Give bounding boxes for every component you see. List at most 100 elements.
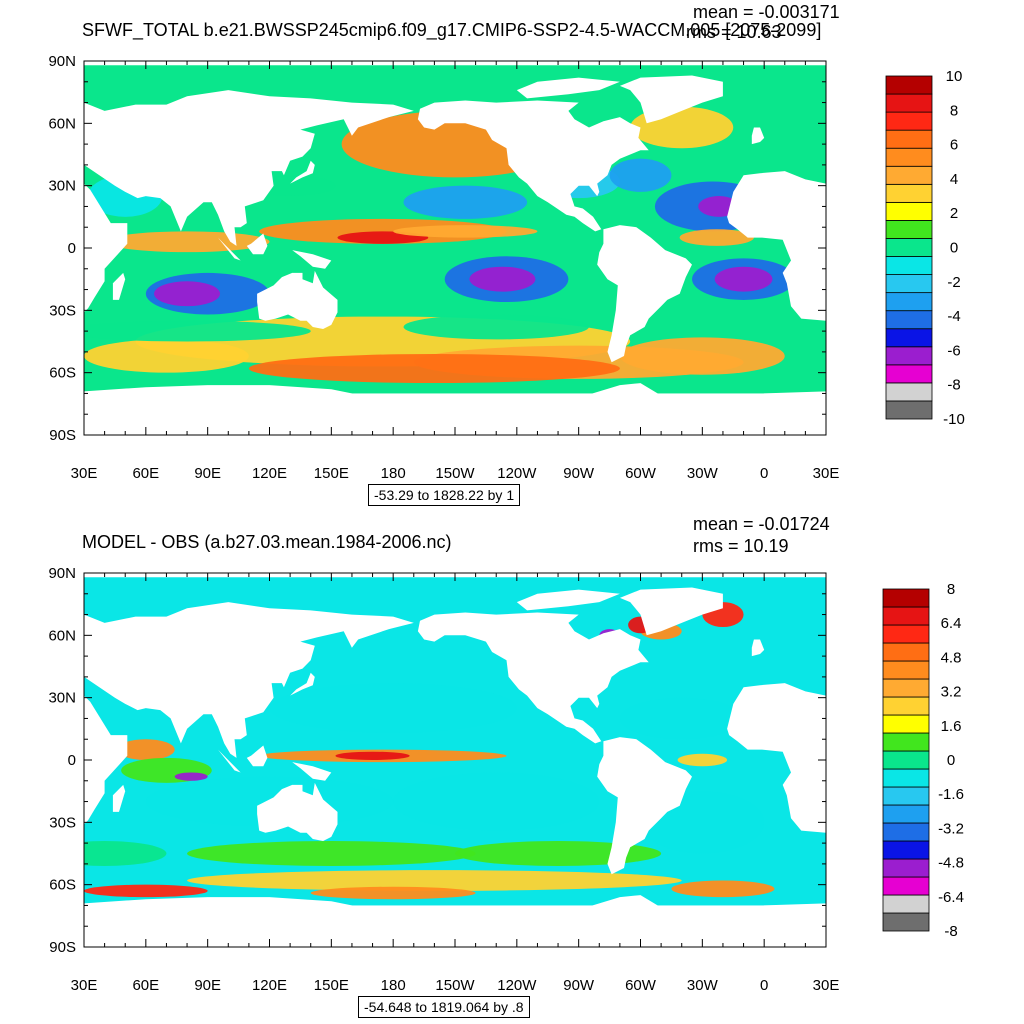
lon-tick-label: 90E [194, 465, 221, 482]
lon-tick-label: 120W [497, 977, 537, 994]
lat-tick-label: 60N [48, 115, 76, 132]
contour-region [187, 841, 476, 866]
colorbar-label: 6 [950, 137, 958, 154]
colorbar-box [885, 256, 933, 275]
lat-tick-label: 90S [49, 939, 76, 956]
lon-tick-label: 30E [813, 465, 840, 482]
colorbar-box [885, 183, 933, 203]
colorbar-box [885, 346, 933, 366]
colorbar-box [882, 786, 930, 806]
colorbar-label: -10 [943, 411, 965, 428]
contour-region [174, 772, 208, 781]
colorbar-label: 4.8 [941, 649, 962, 666]
colorbar-box [885, 364, 933, 384]
colorbar-label: 0 [947, 752, 955, 769]
land-area [516, 589, 620, 611]
colorbar-box [882, 768, 930, 788]
colorbar-box [885, 310, 933, 330]
colorbar-box [882, 624, 930, 644]
land-area [112, 272, 126, 300]
lon-tick-label: 150E [314, 977, 349, 994]
lon-tick-label: 0 [760, 977, 768, 994]
contour-region [84, 339, 249, 373]
contour-region [403, 185, 528, 219]
colorbar-box [882, 696, 930, 716]
lon-tick-label: 30E [71, 465, 98, 482]
contour-map: 90N 60N 30N 0 30S 60S 90S 30E 60E 90E 120E 150E 180 1… [48, 53, 965, 482]
colorbar-box [882, 714, 930, 734]
colorbar-box [885, 75, 933, 95]
lat-tick-label: 30S [49, 814, 76, 831]
colorbar-box [882, 588, 930, 608]
map-panel-model-minus-obs: MODEL - OBS (a.b27.03.mean.1984-2006.nc)… [0, 512, 1024, 1024]
colorbar-box [885, 129, 933, 149]
land-area [84, 90, 414, 246]
colorbar-box [882, 732, 930, 752]
colorbar-label: -2 [947, 274, 960, 291]
lon-tick-label: 30W [687, 977, 719, 994]
lat-tick-label: 30N [48, 178, 76, 195]
land-area [292, 250, 332, 269]
lon-tick-label: 150W [435, 465, 475, 482]
lat-tick-label: 90N [48, 53, 76, 70]
land-area [727, 683, 826, 833]
colorbar-label: 4 [950, 171, 958, 188]
lon-tick-label: 60E [132, 465, 159, 482]
colorbar-box [882, 606, 930, 626]
colorbar: 10 8 6 4 2 0 -2 -4 -6 -8 -10 [885, 68, 965, 428]
land-area [597, 737, 692, 875]
colorbar-label: 1.6 [941, 718, 962, 735]
colorbar-box [882, 876, 930, 896]
land-area [727, 171, 826, 321]
land-mask [84, 61, 826, 435]
land-area [417, 612, 649, 744]
land-area [290, 672, 315, 696]
land-area [292, 762, 332, 781]
colorbar-box [885, 274, 933, 294]
colorbar-box [885, 238, 933, 257]
lon-tick-label: 120W [497, 465, 537, 482]
colorbar-box [885, 201, 933, 221]
lat-tick-label: 60S [49, 365, 76, 382]
lon-tick-label: 150W [435, 977, 475, 994]
colorbar-box [885, 400, 933, 420]
colorbar-box [885, 328, 933, 348]
lon-tick-label: 150E [314, 465, 349, 482]
colorbar-box [882, 912, 930, 932]
lon-tick-label: 90W [563, 465, 595, 482]
colorbar-label: 0 [950, 240, 958, 257]
contour-fill [84, 106, 796, 384]
lon-tick-label: 90E [194, 977, 221, 994]
land-area [84, 895, 826, 947]
colorbar-label: -6.4 [938, 889, 964, 906]
lon-tick-label: 60W [625, 465, 657, 482]
land-area [290, 160, 315, 184]
colorbar-label: 10 [946, 68, 963, 85]
contour-region [84, 841, 167, 866]
lat-tick-label: 30S [49, 302, 76, 319]
colorbar-box [882, 642, 930, 662]
land-area [84, 602, 414, 758]
land-area [257, 782, 338, 841]
colorbar-label: -4.8 [938, 855, 964, 872]
land-area [417, 100, 649, 232]
land-area [246, 233, 268, 255]
lat-tick-label: 90S [49, 427, 76, 444]
lat-tick-label: 0 [68, 240, 76, 257]
contour-region [84, 320, 311, 342]
mean-stat: mean = -0.01724 [693, 514, 830, 534]
lon-tick-label: 30E [813, 977, 840, 994]
panel-title: MODEL - OBS (a.b27.03.mean.1984-2006.nc) [82, 532, 452, 552]
contour-region [248, 353, 620, 384]
colorbar-label: 3.2 [941, 684, 962, 701]
land-area [257, 270, 338, 329]
colorbar: 8 6.4 4.8 3.2 1.6 0 -1.6 -3.2 -4.8 -6.4 -8 [882, 581, 964, 940]
contour-region [154, 281, 221, 307]
land-area [246, 745, 268, 767]
contour-range-label: -53.29 to 1828.22 by 1 [368, 484, 521, 506]
colorbar-box [882, 822, 930, 842]
colorbar-label: 8 [947, 581, 955, 598]
lon-tick-label: 30W [687, 465, 719, 482]
land-area [112, 784, 126, 812]
colorbar-label: -6 [947, 342, 960, 359]
